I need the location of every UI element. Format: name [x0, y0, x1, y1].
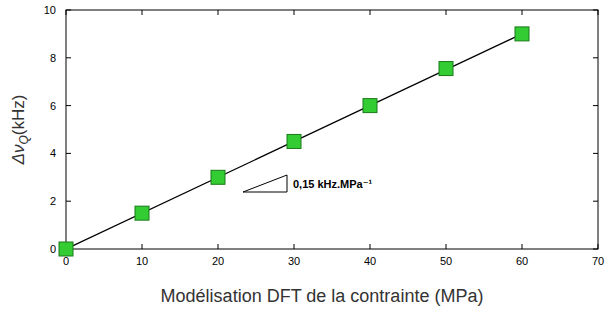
- x-tick: [370, 244, 371, 249]
- x-tick: [142, 10, 143, 15]
- x-tick-label: 0: [63, 255, 69, 267]
- x-tick: [218, 244, 219, 249]
- x-tick: [598, 10, 599, 15]
- chart: 0 10 20 30 40 50 60 70 0 2 4 6 8 10 Modélisation DFT d…: [0, 0, 610, 313]
- y-tick: [66, 201, 71, 202]
- x-tick-label: 20: [212, 255, 224, 267]
- x-tick: [142, 244, 143, 249]
- y-tick-label: 6: [50, 100, 56, 112]
- y-tick: [593, 10, 598, 11]
- fit-line: [66, 34, 522, 249]
- annotation: 0,15 kHz.MPa⁻¹: [293, 178, 373, 190]
- x-tick-label: 70: [592, 255, 604, 267]
- x-tick: [446, 244, 447, 249]
- data-point: [439, 62, 453, 76]
- x-axis-title: Modélisation DFT de la contrainte (MPa): [161, 286, 484, 306]
- y-tick-label: 0: [50, 243, 56, 255]
- x-tick-label: 30: [288, 255, 300, 267]
- y-tick: [593, 249, 598, 250]
- y-tick: [66, 10, 71, 11]
- y-tick: [66, 153, 71, 154]
- y-tick: [66, 57, 71, 58]
- plot-area: [66, 34, 522, 249]
- data-point: [135, 206, 149, 220]
- x-tick: [294, 10, 295, 15]
- x-tick: [522, 10, 523, 15]
- x-tick: [370, 10, 371, 15]
- y-tick-label: 10: [44, 4, 56, 16]
- y-tick-label: 2: [50, 195, 56, 207]
- data-point: [59, 242, 73, 256]
- data-point: [287, 134, 301, 148]
- x-tick: [294, 244, 295, 249]
- y-tick-label: 4: [50, 147, 56, 159]
- x-tick: [446, 10, 447, 15]
- data-point: [363, 99, 377, 113]
- x-tick-label: 40: [364, 255, 376, 267]
- plot-frame: [66, 10, 598, 249]
- y-tick: [66, 105, 71, 106]
- data-point: [515, 27, 529, 41]
- y-tick: [593, 57, 598, 58]
- x-tick: [218, 10, 219, 15]
- y-tick: [593, 105, 598, 106]
- y-tick: [593, 201, 598, 202]
- points: [59, 27, 529, 256]
- x-tick: [522, 244, 523, 249]
- x-tick-label: 50: [440, 255, 452, 267]
- y-tick-label: 8: [50, 52, 56, 64]
- y-axis-title: ΔνQ(kHz): [9, 95, 31, 166]
- data-point: [211, 170, 225, 184]
- slope-triangle: [243, 175, 287, 192]
- y-tick: [593, 153, 598, 154]
- x-tick-label: 10: [136, 255, 148, 267]
- x-tick: [66, 10, 67, 15]
- x-tick-label: 60: [516, 255, 528, 267]
- x-tick: [598, 244, 599, 249]
